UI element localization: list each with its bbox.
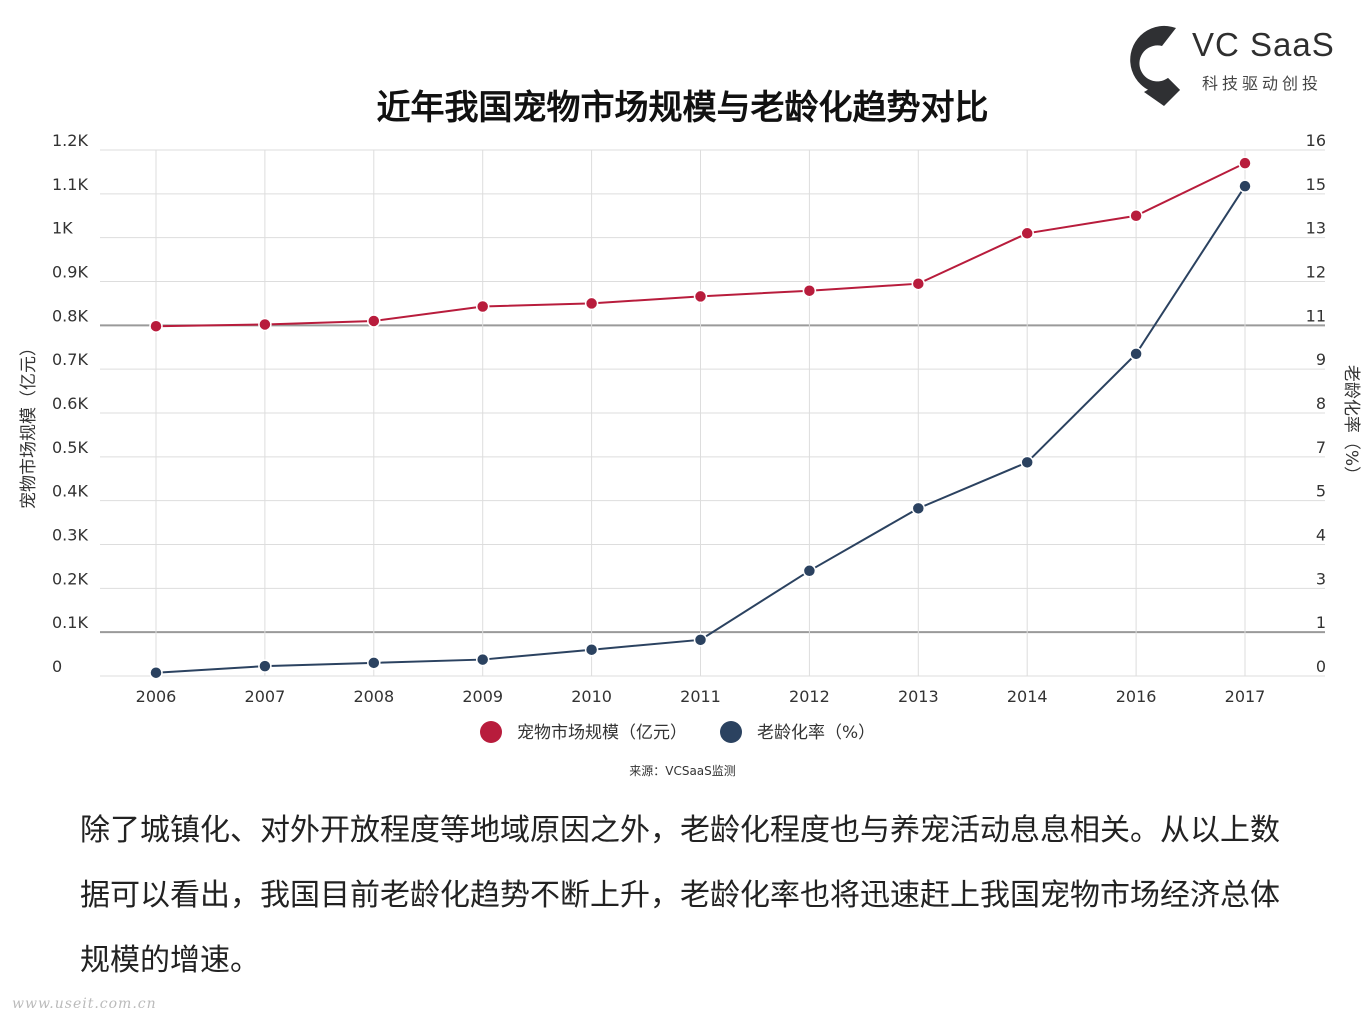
x-tick-label: 2008	[353, 687, 394, 706]
body-paragraph: 除了城镇化、对外开放程度等地域原因之外，老龄化程度也与养宠活动息息相关。从以上数…	[80, 813, 1280, 978]
legend-swatch[interactable]	[720, 721, 742, 743]
x-tick-label: 2016	[1116, 687, 1157, 706]
logo-mark-icon	[1130, 25, 1180, 106]
legend-swatch[interactable]	[480, 721, 502, 743]
pet-market-point	[367, 314, 381, 328]
pet-market-point	[149, 319, 163, 333]
left-tick-label: 0.6K	[52, 394, 88, 413]
left-tick-label: 0.3K	[52, 526, 88, 545]
aging-rate-point	[1238, 179, 1252, 193]
aging-rate-point	[367, 656, 381, 670]
left-tick-label: 0	[52, 657, 62, 676]
aging-rate-point	[1020, 455, 1034, 470]
x-tick-label: 2013	[898, 687, 939, 706]
right-tick-label: 1	[1316, 613, 1326, 632]
left-tick-label: 1.1K	[52, 175, 88, 194]
x-tick-label: 2006	[136, 687, 177, 706]
left-tick-label: 1K	[52, 219, 73, 238]
x-axis-ticks: 2006 2007 2008 2009 2010 2011 2012 2013 2014 2016…	[136, 687, 1266, 706]
x-tick-label: 2009	[462, 687, 503, 706]
right-tick-label: 16	[1306, 131, 1326, 150]
chart-legend[interactable]: 宠物市场规模（亿元） 老龄化率（%）	[480, 721, 875, 743]
chart-grid	[100, 149, 1325, 677]
aging-rate-point	[802, 564, 817, 578]
pet-market-point	[475, 299, 490, 314]
chart-series	[149, 156, 1252, 680]
pet-market-point	[584, 296, 599, 311]
pet-market-point	[1129, 209, 1143, 223]
right-tick-label: 15	[1306, 175, 1326, 194]
x-tick-label: 2012	[789, 687, 830, 706]
pet-market-point	[1238, 156, 1252, 170]
left-tick-label: 0.7K	[52, 350, 88, 369]
right-tick-label: 7	[1316, 438, 1326, 457]
watermark: www.useit.com.cn	[12, 996, 157, 1012]
x-tick-label: 2017	[1225, 687, 1266, 706]
x-tick-label: 2010	[571, 687, 612, 706]
left-tick-label: 0.8K	[52, 306, 88, 325]
chart-title: 近年我国宠物市场规模与老龄化趋势对比	[376, 88, 989, 128]
source-note: 来源：VCSaaS监测	[629, 764, 736, 778]
right-tick-label: 4	[1316, 526, 1326, 545]
pet-market-point	[911, 276, 926, 291]
aging-rate-point	[149, 665, 163, 680]
right-tick-label: 3	[1316, 569, 1326, 588]
legend-label[interactable]: 宠物市场规模（亿元）	[517, 723, 687, 743]
right-tick-label: 12	[1306, 263, 1326, 282]
x-tick-label: 2014	[1007, 687, 1048, 706]
pet-market-point	[693, 289, 708, 304]
x-tick-label: 2007	[245, 687, 286, 706]
aging-rate-point	[911, 501, 926, 516]
right-tick-label: 8	[1316, 394, 1326, 413]
left-tick-label: 0.9K	[52, 263, 88, 282]
right-tick-label: 9	[1316, 350, 1326, 369]
aging-rate-point	[584, 642, 599, 657]
line-chart: 0 0.1K 0.2K 0.3K 0.4K 0.5K 0.6K 0.7K 0.8K 0.9K 1K 1…	[19, 131, 1361, 743]
left-tick-label: 0.4K	[52, 482, 88, 501]
legend-label[interactable]: 老龄化率（%）	[757, 723, 875, 743]
right-axis-title: 老龄化率（%）	[1341, 365, 1361, 483]
aging-rate-point	[693, 633, 708, 647]
left-tick-label: 0.2K	[52, 569, 88, 588]
vc-saas-logo: VC SaaS 科技驱动创投	[1118, 20, 1338, 110]
aging-rate-point	[1129, 347, 1143, 361]
right-tick-label: 11	[1306, 306, 1326, 325]
right-tick-label: 5	[1316, 482, 1326, 501]
left-axis-ticks: 0 0.1K 0.2K 0.3K 0.4K 0.5K 0.6K 0.7K 0.8K 0.9K 1K 1…	[52, 131, 88, 676]
pet-market-point	[258, 317, 272, 332]
pet-market-point	[802, 283, 817, 298]
left-tick-label: 1.2K	[52, 131, 88, 150]
right-tick-label: 0	[1316, 657, 1326, 676]
right-tick-label: 13	[1306, 219, 1326, 238]
left-axis-title: 宠物市场规模（亿元）	[19, 339, 39, 509]
x-tick-label: 2011	[680, 687, 721, 706]
logo-tagline: 科技驱动创投	[1202, 74, 1323, 93]
left-tick-label: 0.1K	[52, 613, 88, 632]
aging-rate-point	[258, 659, 272, 673]
pet-market-point	[1020, 226, 1034, 241]
left-tick-label: 0.5K	[52, 438, 88, 457]
aging-rate-point	[475, 652, 490, 667]
logo-name: VC SaaS	[1192, 26, 1335, 63]
